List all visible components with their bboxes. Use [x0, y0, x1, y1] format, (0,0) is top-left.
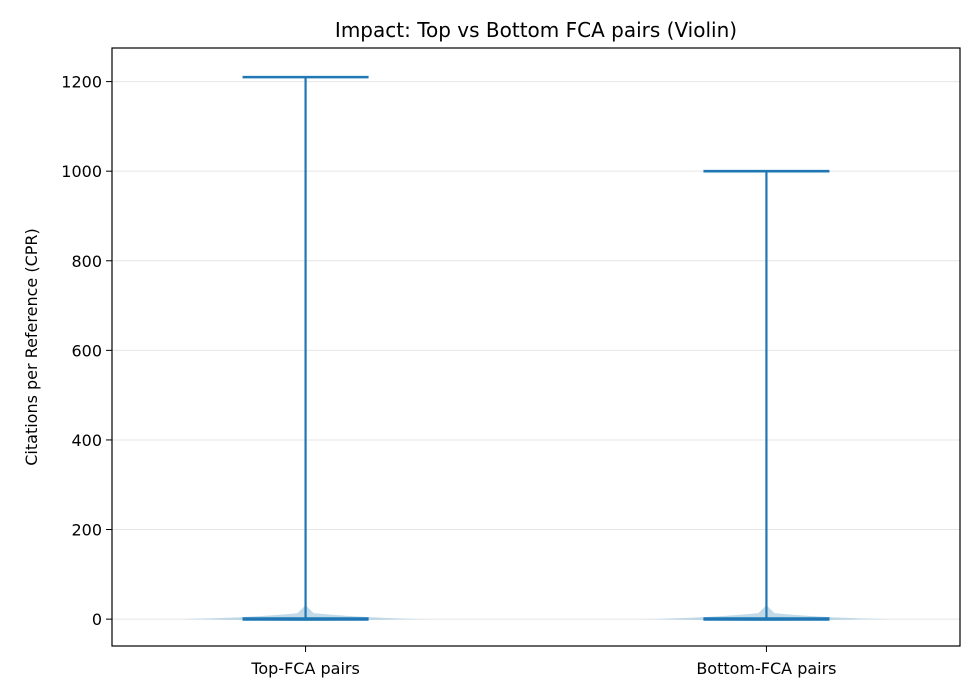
y-axis-label: Citations per Reference (CPR) [22, 228, 41, 466]
x-tick-label: Bottom-FCA pairs [696, 659, 836, 678]
y-tick-label: 400 [71, 431, 102, 450]
y-tick-label: 800 [71, 252, 102, 271]
violins [180, 75, 892, 622]
y-tick-label: 1200 [61, 73, 102, 92]
plot-frame [111, 47, 961, 647]
grid-lines [112, 81, 960, 620]
y-tick-label: 1000 [61, 162, 102, 181]
y-tick-label: 600 [71, 341, 102, 360]
y-tick-label: 200 [71, 521, 102, 540]
chart-title: Impact: Top vs Bottom FCA pairs (Violin) [335, 18, 737, 42]
x-axis: Top-FCA pairs Bottom-FCA pairs [250, 646, 837, 678]
y-tick-label: 0 [92, 610, 102, 629]
y-axis: 0 200 400 600 800 1000 1200 [61, 73, 112, 629]
x-tick-label: Top-FCA pairs [250, 659, 360, 678]
